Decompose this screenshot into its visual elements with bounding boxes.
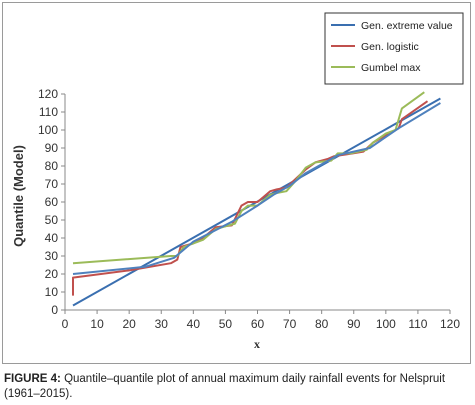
figure-caption-label: FIGURE 4: (4, 373, 61, 385)
y-tick-label: 90 (45, 141, 59, 155)
series-line-gumbel-max (72, 91, 425, 265)
x-tick-label: 0 (62, 317, 69, 331)
x-tick-label: 80 (315, 317, 329, 331)
x-axis-label: x (254, 337, 260, 351)
y-tick-label: 60 (45, 195, 59, 209)
legend-label: Gen. extreme value (361, 20, 453, 32)
x-axis-ticks: 0 10 20 30 40 50 60 70 80 90 100 110 120 (62, 310, 460, 331)
y-tick-label: 100 (38, 123, 58, 137)
y-axis-ticks: 0 10 20 30 40 50 60 70 80 90 100 110 120 (38, 87, 65, 317)
legend: Gen. extreme value Gen. logistic Gumbel ma… (324, 12, 464, 85)
figure-caption-text: Quantile–quantile plot of annual maximum… (4, 373, 446, 400)
y-tick-label: 120 (38, 87, 58, 101)
x-tick-label: 20 (122, 317, 136, 331)
y-tick-label: 30 (45, 249, 59, 263)
x-tick-label: 10 (90, 317, 104, 331)
series-line-gen-logistic (72, 100, 429, 296)
y-tick-label: 80 (45, 159, 59, 173)
y-tick-label: 0 (51, 303, 58, 317)
x-tick-label: 100 (376, 317, 396, 331)
x-tick-label: 70 (283, 317, 297, 331)
y-tick-label: 40 (45, 231, 59, 245)
y-tick-label: 50 (45, 213, 59, 227)
y-axis-label: Quantile (Model) (11, 145, 26, 247)
chart-frame: 0 10 20 30 40 50 60 70 80 90 100 110 120 0 10 20 30 40 50… (2, 2, 471, 364)
x-tick-label: 60 (251, 317, 265, 331)
x-tick-label: 90 (347, 317, 361, 331)
series-line-fit-3 (72, 102, 441, 275)
x-tick-label: 120 (440, 317, 460, 331)
y-tick-label: 20 (45, 267, 59, 281)
qq-plot: 0 10 20 30 40 50 60 70 80 90 100 110 120 0 10 20 30 40 50… (11, 12, 464, 351)
x-tick-label: 110 (408, 317, 427, 331)
y-tick-label: 110 (39, 105, 58, 119)
x-tick-label: 30 (155, 317, 169, 331)
x-tick-label: 40 (187, 317, 201, 331)
x-tick-label: 50 (219, 317, 233, 331)
y-tick-label: 10 (45, 285, 59, 299)
series-layer (72, 91, 441, 307)
legend-label: Gen. logistic (361, 41, 419, 53)
figure-caption: FIGURE 4: Quantile–quantile plot of annu… (4, 372, 471, 402)
legend-label: Gumbel max (361, 62, 421, 74)
y-tick-label: 70 (45, 177, 59, 191)
